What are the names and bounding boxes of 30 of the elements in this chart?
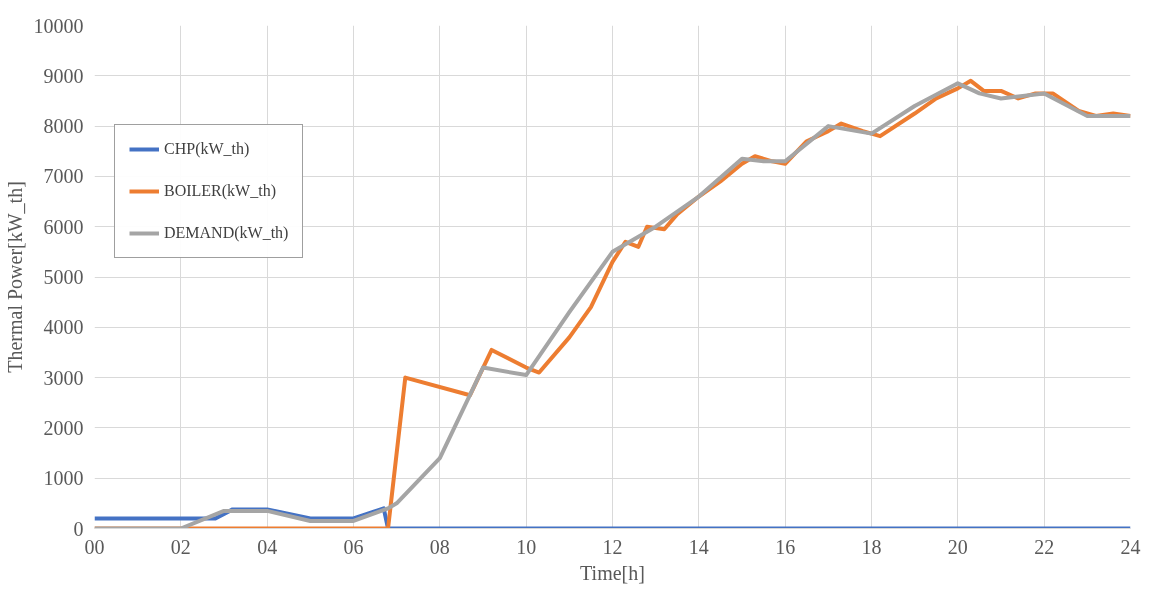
y-tick-label: 9000 <box>43 64 84 87</box>
legend-label: DEMAND(kW_th) <box>164 224 289 242</box>
y-tick-label: 10000 <box>33 14 84 37</box>
x-tick-label: 10 <box>516 535 537 558</box>
x-tick-label: 04 <box>257 535 278 558</box>
y-tick-label: 8000 <box>43 115 84 138</box>
x-tick-label: 20 <box>947 535 968 558</box>
legend-label: CHP(kW_th) <box>164 140 250 158</box>
x-tick-label: 14 <box>688 535 709 558</box>
x-tick-label: 22 <box>1034 535 1055 558</box>
x-tick-label: 24 <box>1120 535 1141 558</box>
y-tick-label: 1000 <box>43 467 84 490</box>
x-tick-label: 16 <box>775 535 796 558</box>
y-axis-title: Thermal Power[kW_th] <box>3 181 26 373</box>
y-tick-label: 3000 <box>43 366 84 389</box>
y-tick-label: 4000 <box>43 316 84 339</box>
x-tick-label: 12 <box>602 535 623 558</box>
y-tick-label: 2000 <box>43 416 84 439</box>
x-tick-label: 18 <box>861 535 882 558</box>
x-tick-label: 02 <box>170 535 191 558</box>
legend-label: BOILER(kW_th) <box>164 182 276 200</box>
y-tick-label: 6000 <box>43 215 84 238</box>
y-tick-label: 7000 <box>43 165 84 188</box>
x-tick-label: 00 <box>84 535 105 558</box>
y-tick-label: 0 <box>73 517 84 540</box>
x-tick-label: 06 <box>343 535 364 558</box>
y-tick-label: 5000 <box>43 266 84 288</box>
x-tick-label: 08 <box>429 535 450 558</box>
x-axis-title: Time[h] <box>580 561 645 584</box>
line-series <box>94 506 1131 529</box>
